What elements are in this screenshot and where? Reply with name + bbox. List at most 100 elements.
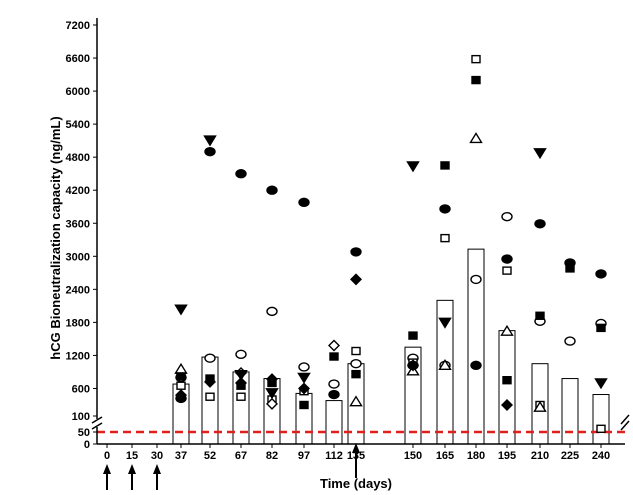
y-tick-label: 1200: [66, 350, 90, 362]
filled-square-marker: [176, 372, 186, 381]
open-triangle-up-marker: [469, 132, 483, 144]
open-triangle-up-marker: [349, 395, 363, 407]
open-square-marker: [440, 233, 450, 243]
open-square-marker: [205, 392, 215, 401]
y-tick-label: 600: [72, 383, 90, 395]
open-square-marker: [176, 381, 186, 390]
filled-circle-marker: [470, 360, 482, 371]
axis-break-mark-right: [620, 420, 630, 431]
filled-circle-marker: [595, 269, 607, 279]
x-axis-title: Time (days): [320, 476, 392, 491]
filled-diamond-marker: [175, 389, 187, 402]
y-tick-label: 7200: [66, 20, 90, 32]
x-tick-label: 180: [467, 450, 485, 462]
filled-circle-marker: [439, 204, 451, 214]
injection-arrow-head: [128, 464, 136, 474]
filled-square-marker: [471, 75, 481, 85]
y-tick-label: 4800: [66, 152, 90, 164]
x-tick-label: 240: [592, 450, 610, 462]
axis-break-mark-right: [620, 414, 630, 425]
filled-diamond-marker: [350, 273, 362, 286]
filled-triangle-down-marker: [297, 372, 311, 384]
bar: [498, 330, 516, 445]
filled-circle-marker: [328, 389, 340, 400]
open-circle-marker: [266, 306, 278, 317]
open-square-marker: [596, 424, 606, 433]
y-tick-label: 5400: [66, 119, 90, 131]
y-tick-label: 0: [84, 439, 90, 451]
open-circle-marker: [328, 379, 340, 389]
data-markers: [174, 54, 608, 433]
filled-diamond-marker: [235, 376, 247, 389]
filled-square-marker: [596, 323, 606, 333]
y-tick-label: 3600: [66, 218, 90, 230]
y-tick-label: 6000: [66, 86, 90, 98]
open-triangle-up-marker: [438, 358, 452, 371]
y-tick-label: 2400: [66, 284, 90, 296]
x-tick-label: 165: [436, 450, 454, 462]
bar: [561, 378, 579, 445]
filled-square-marker: [535, 311, 545, 320]
x-tick-label: 97: [298, 450, 310, 462]
filled-diamond-marker: [204, 375, 216, 388]
filled-circle-marker: [235, 168, 247, 179]
y-tick-label: 6600: [66, 53, 90, 65]
x-tick-label: 225: [561, 450, 579, 462]
filled-diamond-marker: [501, 398, 513, 411]
x-tick-label: 150: [404, 450, 422, 462]
y-tick-label: 3000: [66, 251, 90, 263]
filled-triangle-down-marker: [594, 378, 608, 390]
open-square-marker: [502, 266, 512, 275]
filled-triangle-down-marker: [533, 148, 547, 160]
axis-break-mark: [91, 416, 103, 424]
filled-square-marker: [565, 264, 575, 273]
y-axis-title: hCG Bioneutralization capacity (ng/mL): [48, 116, 63, 359]
open-square-marker: [471, 54, 481, 64]
y-tick-label: 4200: [66, 185, 90, 197]
open-circle-marker: [501, 211, 513, 222]
open-circle-marker: [235, 349, 247, 360]
open-circle-marker: [204, 353, 216, 363]
open-square-marker: [351, 346, 361, 356]
filled-square-marker: [408, 331, 418, 340]
filled-diamond-marker: [407, 359, 419, 372]
filled-square-marker: [502, 376, 512, 385]
filled-circle-marker: [204, 146, 216, 157]
open-circle-marker: [350, 358, 362, 369]
x-tick-label: 67: [235, 450, 247, 462]
filled-square-marker: [351, 369, 361, 379]
open-square-marker: [236, 392, 246, 401]
filled-circle-marker: [534, 219, 546, 229]
filled-triangle-down-marker: [406, 161, 420, 173]
bar: [325, 400, 343, 445]
filled-triangle-down-marker: [174, 304, 188, 316]
x-tick-label: 82: [266, 450, 278, 462]
y-tick-label: 50: [78, 427, 90, 439]
injection-arrow-head: [153, 464, 161, 474]
x-tick-label: 52: [204, 450, 216, 462]
filled-circle-marker: [298, 197, 310, 208]
y-tick-label: 1800: [66, 317, 90, 329]
x-tick-label: 195: [498, 450, 516, 462]
injection-arrow-head: [352, 443, 360, 453]
x-tick-label: 210: [531, 450, 549, 462]
axes: [91, 18, 630, 445]
filled-circle-marker: [266, 185, 278, 195]
injection-arrow-head: [103, 464, 111, 474]
filled-square-marker: [440, 161, 450, 170]
filled-triangle-down-marker: [234, 369, 248, 382]
filled-diamond-marker: [298, 382, 310, 395]
filled-diamond-marker: [266, 373, 278, 386]
injection-arrows: [103, 443, 360, 490]
open-circle-marker: [470, 274, 482, 285]
filled-triangle-down-marker: [438, 317, 452, 329]
open-diamond-marker: [328, 339, 340, 352]
x-tick-label: 15: [126, 450, 138, 462]
open-triangle-up-marker: [533, 400, 547, 412]
x-tick-label: 112: [325, 450, 343, 462]
open-diamond-marker: [266, 397, 278, 410]
filled-square-marker: [299, 400, 309, 410]
y-tick-labels: 7200660060005400480042003600300024001800…: [66, 20, 97, 451]
open-circle-marker: [298, 362, 310, 372]
